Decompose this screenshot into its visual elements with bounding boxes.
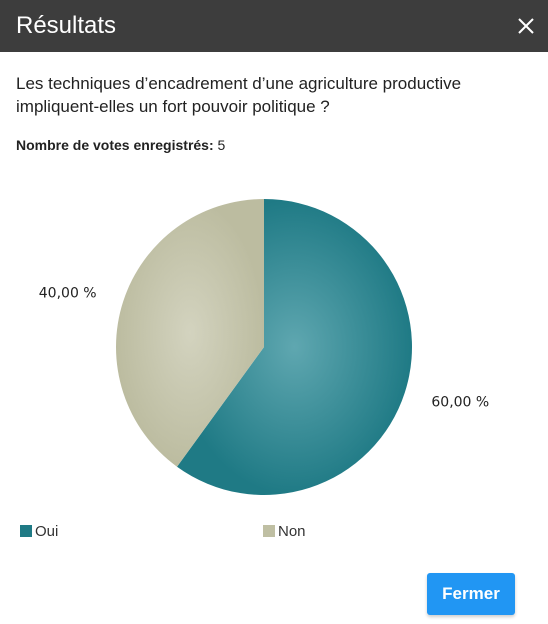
pie-label-oui: 60,00 % bbox=[431, 394, 489, 410]
votes-count-line: Nombre de votes enregistrés: 5 bbox=[16, 137, 225, 153]
votes-label: Nombre de votes enregistrés: bbox=[16, 137, 214, 153]
dialog-titlebar: Résultats bbox=[0, 0, 548, 52]
dialog-title: Résultats bbox=[16, 12, 117, 39]
legend-label-oui: Oui bbox=[35, 523, 59, 540]
results-pie-chart: 60,00 % 40,00 % bbox=[39, 199, 489, 495]
pie-slice-oui[interactable] bbox=[177, 199, 412, 495]
pie-slice-non[interactable] bbox=[115, 199, 264, 467]
votes-count: 5 bbox=[217, 137, 226, 153]
legend-swatch-non bbox=[263, 525, 275, 537]
legend-item-oui[interactable]: Oui bbox=[20, 522, 58, 542]
pie-label-non: 40,00 % bbox=[39, 286, 97, 302]
legend-label-non: Non bbox=[278, 523, 306, 540]
close-button[interactable]: Fermer bbox=[427, 573, 515, 615]
poll-question: Les techniques d’encadrement d’une agric… bbox=[16, 74, 462, 116]
legend-swatch-oui bbox=[20, 525, 32, 537]
legend-item-non[interactable]: Non bbox=[263, 522, 306, 542]
close-icon[interactable] bbox=[512, 12, 540, 40]
